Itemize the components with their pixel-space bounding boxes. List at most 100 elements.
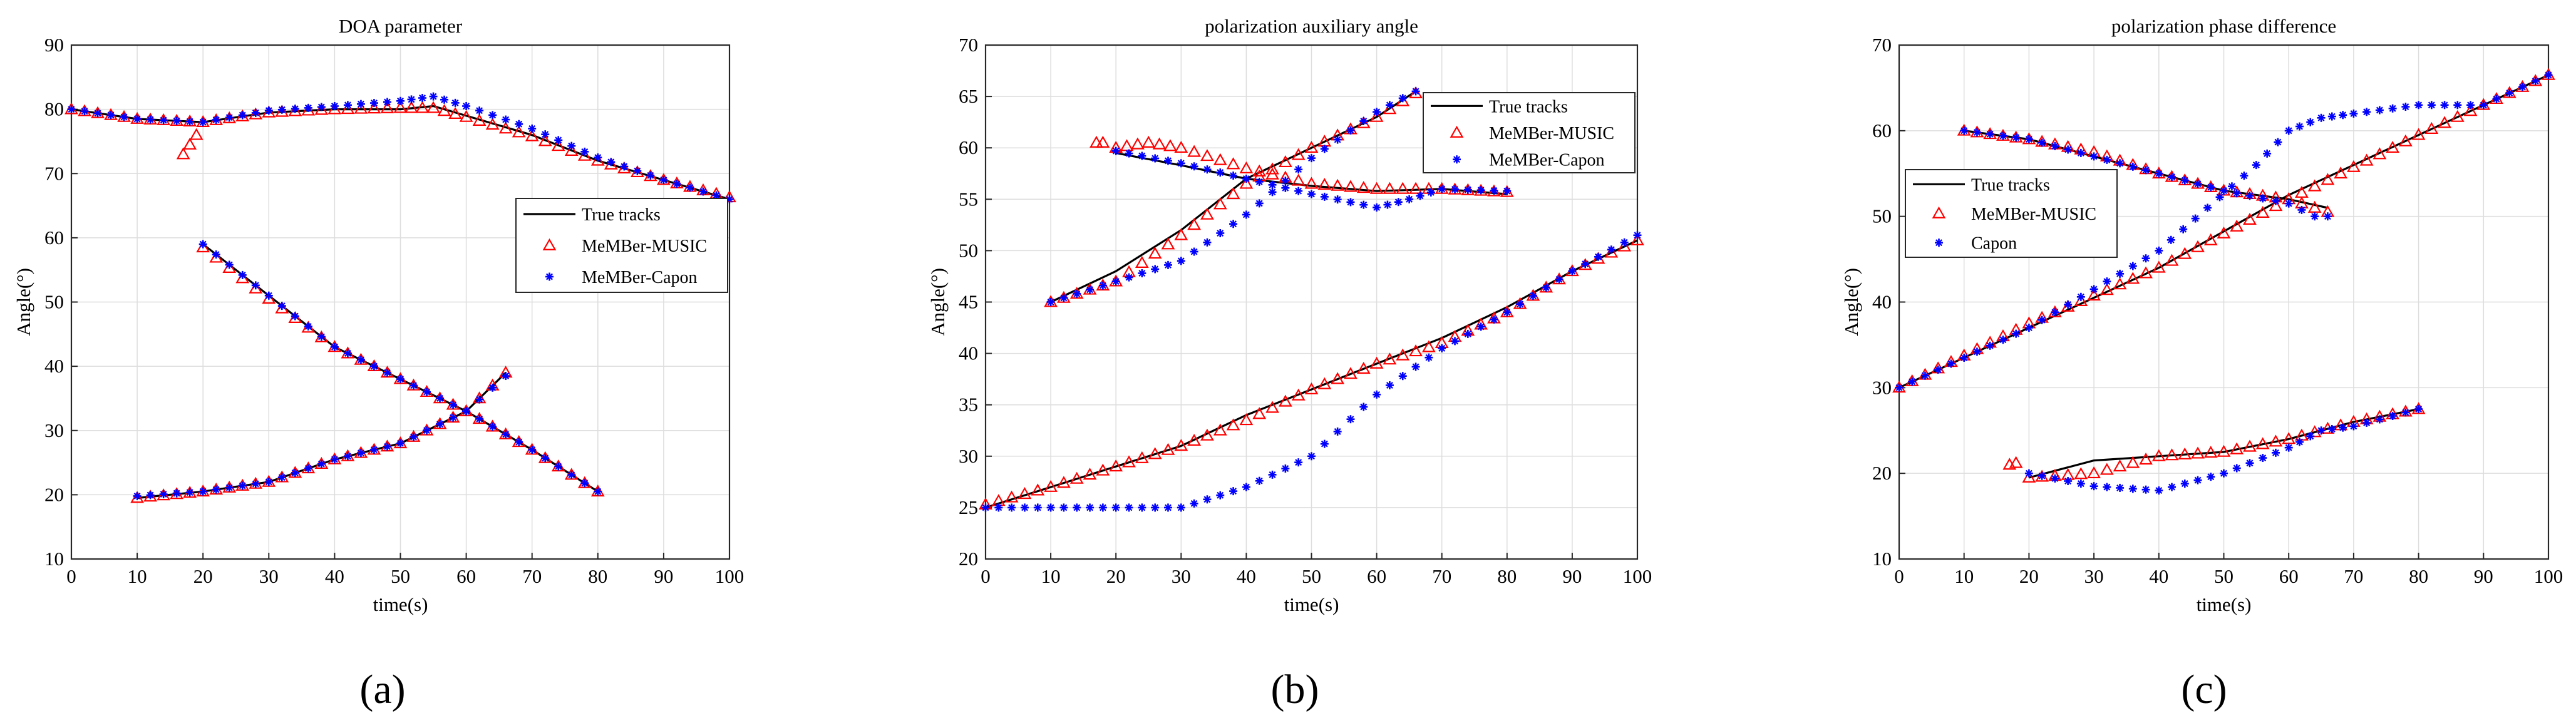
music-marker [1141,135,1156,148]
music-marker [1396,348,1410,361]
x-axis-label: time(s) [373,593,428,615]
capon-marker [2038,138,2046,147]
capon-marker [277,302,286,310]
x-tick-label: 40 [2149,565,2168,587]
legend-triangle-swatch [542,238,557,250]
capon-marker [291,105,299,113]
panel-label: (a) [359,667,405,712]
chart-title: polarization auxiliary angle [1205,15,1418,37]
music-marker [2191,446,2205,459]
music-marker [1265,167,1279,180]
x-tick-label: 80 [1497,565,1517,587]
music-marker [525,129,539,141]
capon-marker [607,158,616,167]
capon-marker [1059,503,1068,512]
capon-marker [1229,220,1238,228]
capon-marker [2227,182,2236,191]
capon-marker [1986,130,1994,138]
y-tick-label: 60 [44,227,64,249]
capon-marker [264,478,273,486]
capon-marker [1281,464,1290,473]
capon-marker [2051,474,2059,483]
capon-marker [317,103,326,111]
music-marker [2217,226,2231,238]
capon-marker [2155,486,2163,495]
x-tick-label: 10 [1041,565,1061,587]
capon-marker [1972,128,1981,137]
capon-marker [620,162,629,171]
music-marker [2359,153,2374,166]
y-tick-label: 80 [44,98,64,120]
capon-marker [1307,452,1316,461]
music-marker [2386,140,2400,153]
capon-marker [502,430,510,439]
capon-marker [2284,126,2293,135]
capon-marker [2193,476,2202,485]
music-marker [1383,352,1397,365]
capon-marker [1268,188,1277,197]
capon-marker [330,342,339,351]
capon-marker [2168,173,2177,182]
music-marker [2165,448,2179,461]
capon-marker [502,115,510,124]
music-marker [1409,86,1423,99]
capon-marker [462,101,471,110]
capon-marker [646,171,655,180]
capon-marker [2076,292,2085,301]
capon-marker [1255,177,1264,186]
x-tick-label: 60 [456,565,476,587]
music-marker [1120,139,1134,151]
music-marker [1148,447,1162,459]
music-marker [2217,444,2231,457]
music-marker [1265,401,1279,413]
y-axis-label: Angle(°) [1840,268,1862,336]
capon-marker [369,446,378,454]
music-marker [2126,272,2140,284]
music-marker [2269,199,2283,212]
capon-marker [2128,162,2137,171]
capon-marker [2220,469,2228,478]
capon-marker [2128,485,2137,493]
x-tick-label: 50 [1302,565,1321,587]
music-marker [1369,110,1384,122]
capon-marker [2141,485,2150,494]
capon-marker [488,383,497,392]
capon-marker [1268,470,1277,479]
music-marker [2243,212,2257,225]
capon-marker [225,113,234,122]
capon-marker [1581,260,1590,269]
music-marker [404,101,418,113]
true-track-line-3 [2028,408,2419,479]
music-outlier-marker [2009,456,2023,468]
y-tick-label: 20 [44,483,64,505]
capon-marker [383,442,391,451]
music-marker [1069,471,1084,484]
capon-marker [2180,479,2189,488]
capon-marker [2220,187,2228,195]
capon-marker [1216,491,1225,500]
music-marker [1396,182,1410,194]
y-tick-label: 30 [1872,376,1892,398]
capon-marker [159,116,168,125]
music-marker [1304,140,1319,153]
capon-marker [1203,495,1212,504]
music-marker [2321,173,2335,185]
capon-marker [1383,200,1392,209]
capon-marker [594,153,602,162]
capon-marker [1908,377,1917,386]
capon-marker [1098,503,1107,512]
music-marker [2191,240,2205,252]
capon-marker [567,471,576,479]
capon-marker [1503,187,1512,195]
capon-marker [1255,476,1264,485]
capon-marker [1960,353,1969,362]
x-tick-label: 80 [2409,565,2428,587]
capon-marker [2259,194,2267,203]
music-marker [1317,178,1332,190]
capon-marker [2155,169,2163,178]
music-marker [393,101,408,113]
capon-marker [1046,298,1055,306]
capon-marker [1405,195,1414,203]
capon-marker [1255,199,1264,208]
capon-marker [330,101,339,110]
